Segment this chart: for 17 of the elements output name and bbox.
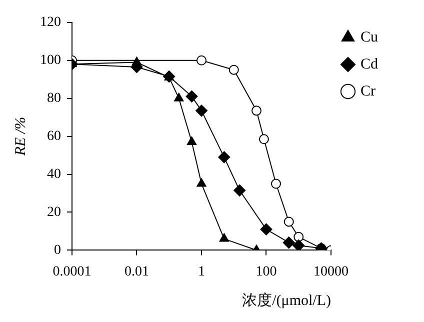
x-axis-title: 浓度/(μmol/L) bbox=[242, 292, 331, 309]
x-tick-label: 1 bbox=[198, 264, 205, 280]
y-tick-label: 0 bbox=[54, 242, 61, 258]
legend-label: Cr bbox=[360, 83, 376, 100]
y-tick-label: 100 bbox=[40, 53, 61, 68]
y-axis-title: RE /% bbox=[12, 116, 29, 157]
legend-label: Cu bbox=[360, 29, 378, 46]
y-tick-label: 80 bbox=[47, 91, 61, 106]
x-tick-label: 100 bbox=[256, 264, 277, 280]
y-tick-label: 120 bbox=[40, 15, 61, 30]
x-tick-label: 10000 bbox=[313, 264, 348, 280]
y-tick-label: 20 bbox=[47, 204, 61, 220]
legend-label: Cd bbox=[360, 56, 378, 72]
x-tick-label: 0.0001 bbox=[52, 264, 92, 280]
x-tick-label: 0.01 bbox=[124, 264, 149, 280]
y-tick-label: 40 bbox=[47, 166, 61, 182]
y-tick-label: 60 bbox=[47, 128, 61, 144]
